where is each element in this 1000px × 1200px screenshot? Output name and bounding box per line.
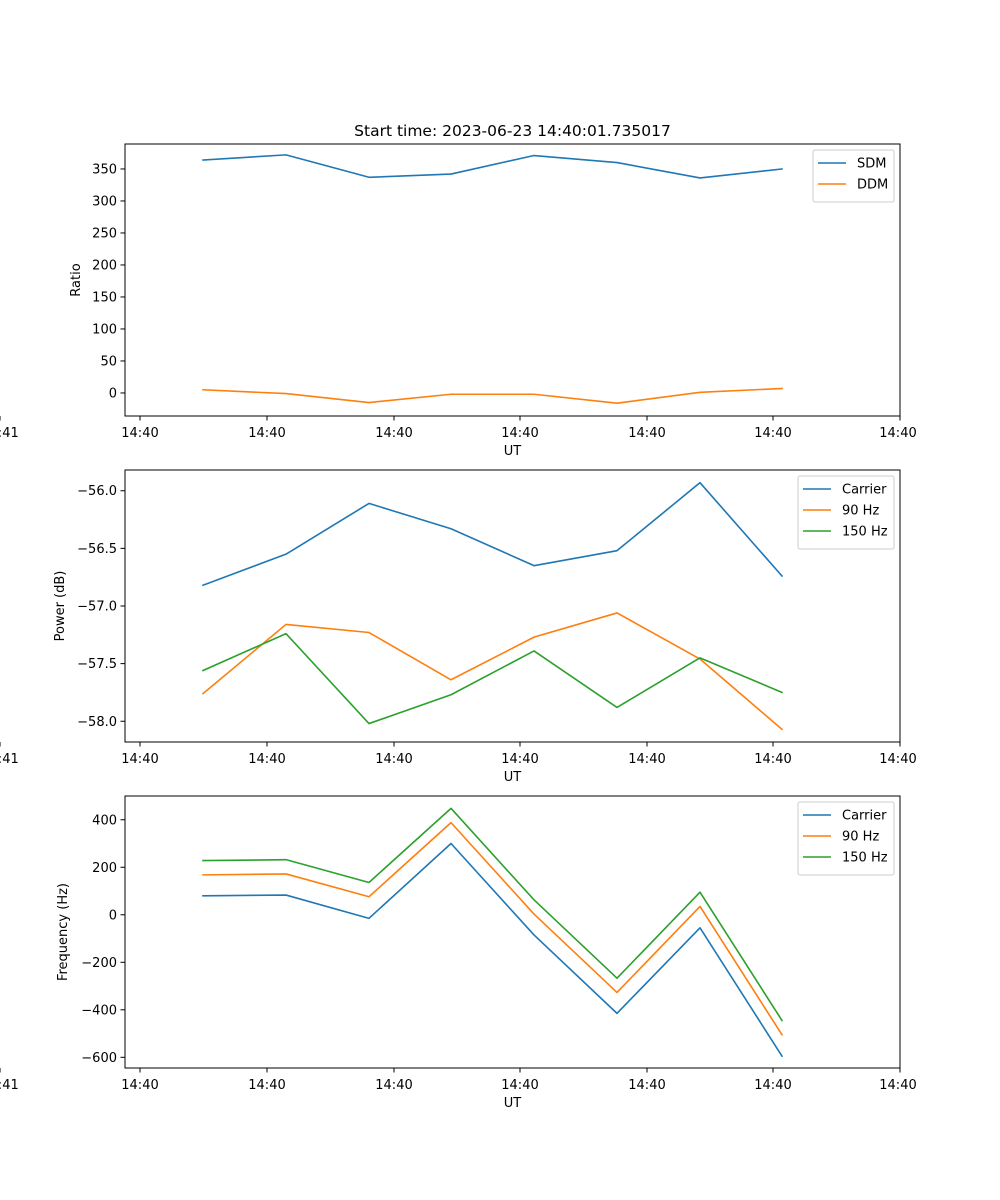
x-tick-label: 14:41 [0, 1078, 19, 1093]
series-line-150-hz [202, 807, 784, 1022]
x-axis-label: UT [504, 444, 522, 459]
x-tick-label: 14:40 [375, 752, 412, 767]
x-tick-label: 14:40 [121, 426, 158, 441]
x-axis-label: UT [504, 770, 522, 785]
y-tick-label: 0 [109, 908, 117, 923]
legend-label-carrier: Carrier [842, 809, 887, 824]
frequency-panel: 14:40 14:40 14:40 14:40 14:40 14:40 14:40 14:41… [0, 795, 917, 1111]
series-line-ddm [202, 387, 783, 405]
y-tick-label: 400 [92, 813, 117, 828]
legend-label-150-hz: 150 Hz [842, 851, 888, 866]
x-tick-label: 14:40 [754, 752, 791, 767]
x-tick-label: 14:40 [754, 426, 791, 441]
power-panel: 14:40 14:40 14:40 14:40 14:40 14:40 14:40 14:41… [0, 469, 917, 785]
plot-frame [124, 795, 901, 1069]
series-line-sdm [202, 154, 783, 179]
y-tick-label: −400 [81, 1003, 117, 1018]
y-tick-label: 350 [92, 162, 117, 177]
series-line-carrier [202, 842, 784, 1058]
x-tick-label: 14:40 [628, 752, 665, 767]
legend-label-90-hz: 90 Hz [842, 830, 879, 845]
x-tick-label: 14:40 [248, 426, 285, 441]
x-tick-label: 14:40 [501, 1078, 538, 1093]
y-tick-label: 200 [92, 861, 117, 876]
x-tick-label: 14:40 [375, 426, 412, 441]
plot-frame [124, 143, 901, 417]
x-tick-label: 14:40 [501, 426, 538, 441]
y-tick-label: −200 [81, 956, 117, 971]
chart-title: Start time: 2023-06-23 14:40:01.735017 [354, 122, 671, 140]
x-tick-label: 14:40 [121, 1078, 158, 1093]
y-tick-label: 250 [92, 226, 117, 241]
legend-label-150-hz: 150 Hz [842, 525, 888, 540]
x-tick-label: 14:40 [501, 752, 538, 767]
y-axis-label: Frequency (Hz) [56, 883, 71, 981]
series-line-carrier [201, 481, 784, 587]
x-tick-label: 14:40 [121, 752, 158, 767]
x-tick-label: 14:41 [0, 426, 19, 441]
x-tick-label: 14:40 [754, 1078, 791, 1093]
x-tick-label: 14:40 [375, 1078, 412, 1093]
series-line-90-hz [202, 821, 784, 1036]
x-tick-label: 14:40 [879, 1078, 916, 1093]
y-tick-label: 150 [92, 290, 117, 305]
legend-label-ddm: DDM [857, 178, 888, 193]
y-tick-label: −57.0 [77, 600, 117, 615]
ratio-panel: 14:40 14:40 14:40 14:40 14:40 14:40 14:40 14:41… [0, 143, 917, 459]
y-tick-label: 0 [109, 386, 117, 401]
x-tick-label: 14:40 [628, 1078, 665, 1093]
y-tick-label: −58.0 [77, 715, 117, 730]
legend: Carrier 90 Hz 150 Hz [797, 801, 895, 876]
y-tick-label: −57.5 [77, 657, 117, 672]
x-tick-label: 14:41 [0, 752, 19, 767]
y-tick-label: −56.0 [77, 484, 117, 499]
y-tick-label: 50 [100, 354, 117, 369]
x-tick-label: 14:40 [879, 752, 916, 767]
series-line-90-hz [201, 612, 784, 731]
x-tick-label: 14:40 [248, 1078, 285, 1093]
y-tick-label: 100 [92, 322, 117, 337]
y-tick-label: −56.5 [77, 542, 117, 557]
x-tick-label: 14:40 [879, 426, 916, 441]
y-axis-label: Ratio [69, 263, 84, 296]
legend-label-90-hz: 90 Hz [842, 504, 879, 519]
x-tick-label: 14:40 [248, 752, 285, 767]
y-axis-label: Power (dB) [53, 571, 68, 642]
series-line-150-hz [201, 632, 784, 725]
x-axis-label: UT [504, 1096, 522, 1111]
legend-label-sdm: SDM [857, 157, 886, 172]
legend: Carrier 90 Hz 150 Hz [797, 475, 895, 550]
y-tick-label: 200 [92, 258, 117, 273]
legend: SDM DDM [812, 149, 895, 203]
legend-label-carrier: Carrier [842, 483, 887, 498]
y-tick-label: −600 [81, 1051, 117, 1066]
y-tick-label: 300 [92, 194, 117, 209]
x-tick-label: 14:40 [628, 426, 665, 441]
